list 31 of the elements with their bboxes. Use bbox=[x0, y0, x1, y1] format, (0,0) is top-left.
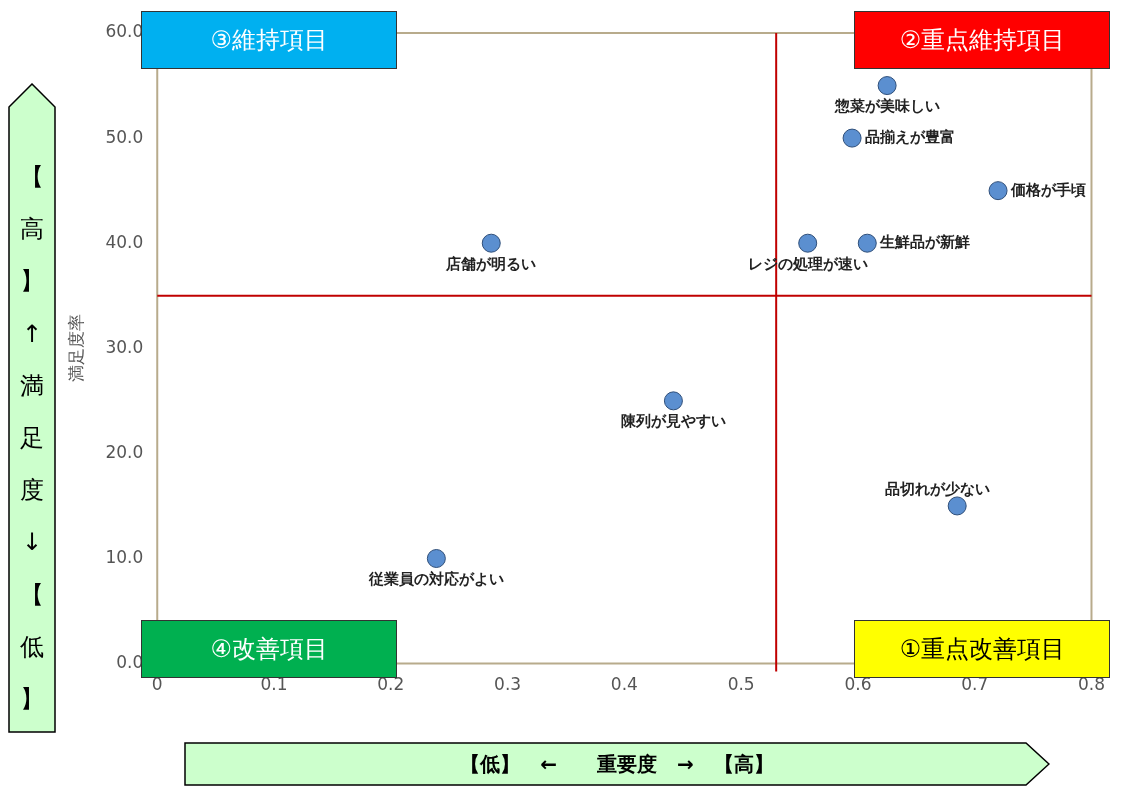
point bbox=[663, 391, 683, 411]
series-label: 品切れが少ない bbox=[884, 480, 990, 499]
series-label: 陳列が見やすい bbox=[620, 412, 726, 431]
y-tick-label: 50.0 bbox=[105, 126, 144, 147]
series-label: 価格が手頃 bbox=[1010, 180, 1087, 199]
quadrant-label-box: ①重点改善項目 bbox=[854, 619, 1111, 678]
point bbox=[426, 549, 446, 568]
quadrant-label-box: ②重点維持項目 bbox=[854, 11, 1111, 69]
series-label: 品揃えが豊富 bbox=[865, 127, 956, 146]
point bbox=[877, 76, 897, 96]
x-tick-label: 0.3 bbox=[494, 674, 522, 695]
series-label: 惣菜が美味しい bbox=[833, 96, 940, 115]
x-tick-label: 0.4 bbox=[610, 674, 638, 695]
y-tick-label: 30.0 bbox=[105, 336, 144, 357]
series-label: 店舗が明るい bbox=[445, 254, 537, 273]
x-tick-label: 0.5 bbox=[727, 674, 755, 695]
y-tick-label: 20.0 bbox=[105, 441, 144, 462]
y-tick-label: 40.0 bbox=[105, 231, 144, 252]
point bbox=[842, 128, 862, 148]
series-label: 生鮮品が新鮮 bbox=[879, 233, 971, 252]
y-axis-title: 満足度率 bbox=[65, 314, 86, 383]
point bbox=[481, 233, 501, 253]
y-tick-label: 60.0 bbox=[105, 21, 144, 42]
point bbox=[947, 496, 967, 516]
point bbox=[988, 181, 1008, 201]
series-label: 従業員の対応がよい bbox=[367, 569, 504, 588]
quadrant-label-box: ③維持項目 bbox=[141, 11, 398, 69]
y-tick-label: 10.0 bbox=[105, 546, 144, 567]
point bbox=[798, 233, 818, 253]
quadrant-label-box: ④改善項目 bbox=[141, 619, 398, 678]
point bbox=[857, 233, 877, 253]
